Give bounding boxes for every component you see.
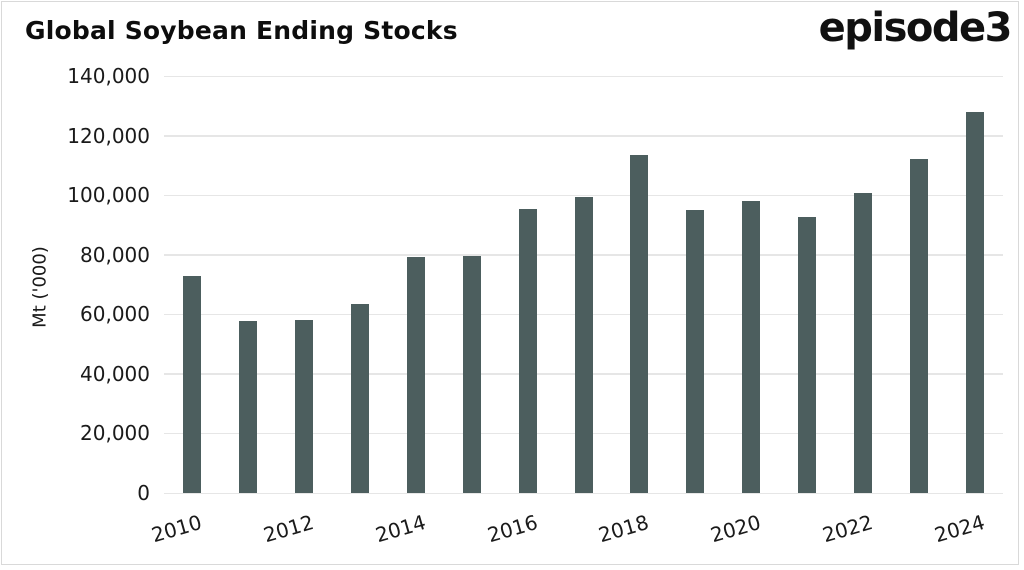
bar-2024: [966, 111, 985, 493]
bar-2017: [574, 196, 593, 493]
bar-2019: [686, 210, 705, 493]
bar-2013: [350, 303, 369, 493]
y-tick-label: 20,000: [80, 421, 150, 446]
plot-area: [164, 75, 1003, 494]
bar-2015: [462, 255, 481, 493]
gridline: [164, 194, 1003, 197]
bar-2010: [182, 276, 201, 493]
bar-2012: [294, 319, 313, 493]
y-tick-label: 120,000: [67, 123, 150, 148]
y-tick-label: 40,000: [80, 361, 150, 386]
y-tick-label: 0: [137, 481, 150, 505]
gridline: [164, 492, 1003, 494]
bar-2011: [238, 321, 257, 493]
y-tick-label: 100,000: [67, 183, 150, 208]
bar-2020: [742, 200, 761, 493]
y-tick-label: 80,000: [80, 242, 150, 267]
episode3-logo: episode3: [818, 5, 1013, 51]
bar-2014: [406, 257, 425, 493]
gridline: [164, 135, 1003, 137]
y-tick-label: 140,000: [67, 64, 150, 88]
bar-2018: [630, 154, 649, 493]
bar-2021: [798, 217, 817, 493]
y-tick-label: 60,000: [80, 302, 150, 327]
bar-2016: [518, 209, 537, 493]
bar-2023: [910, 159, 929, 493]
chart-title: Global Soybean Ending Stocks: [25, 16, 458, 45]
bar-2022: [854, 193, 873, 493]
gridline: [164, 75, 1003, 77]
